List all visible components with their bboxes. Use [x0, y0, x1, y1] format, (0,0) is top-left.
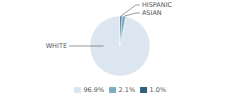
- annotations: WHITE ASIANHISPANIC: [46, 1, 173, 50]
- legend-item: 1.0%: [140, 86, 166, 94]
- legend-label: 1.0%: [150, 86, 167, 94]
- legend-label: 2.1%: [119, 86, 136, 94]
- leader-line: [124, 13, 140, 16]
- legend-swatch: [74, 87, 81, 93]
- leader-line: [69, 46, 104, 47]
- chart: WHITE ASIANHISPANIC 96.9% 2.1% 1.0%: [0, 0, 240, 100]
- legend-swatch: [109, 87, 116, 93]
- pie-slice: [120, 16, 126, 46]
- legend-item: 2.1%: [109, 86, 135, 94]
- annotation: WHITE: [46, 42, 67, 50]
- annotation: ASIAN: [142, 9, 162, 17]
- legend-item: 96.9%: [74, 86, 104, 94]
- legend: 96.9% 2.1% 1.0%: [74, 86, 166, 94]
- pie-slice: [120, 16, 122, 46]
- leader-line: [121, 5, 140, 16]
- legend-swatch: [140, 87, 147, 93]
- legend-label: 96.9%: [83, 86, 104, 94]
- annotation: HISPANIC: [142, 1, 173, 9]
